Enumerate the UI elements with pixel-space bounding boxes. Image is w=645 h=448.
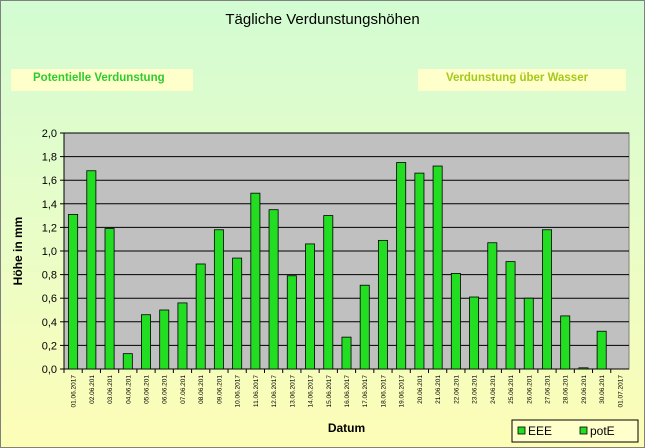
bar-potE <box>305 243 316 370</box>
legend-swatch <box>517 426 526 435</box>
bar-potE <box>469 296 480 370</box>
bar-potE <box>232 257 243 370</box>
x-tick-label: 29.06.201 <box>581 375 588 404</box>
x-tick-label: 08.06.201 <box>198 375 205 404</box>
bar-potE <box>523 297 534 370</box>
y-tick-label: 2,0 <box>42 128 57 140</box>
bar-potE <box>359 284 370 370</box>
x-tick-label: 15.06.2017 <box>326 375 333 408</box>
y-tick-label: 1,4 <box>42 199 57 211</box>
bar-potE <box>542 229 552 370</box>
x-tick-label: 18.06.2017 <box>380 375 387 408</box>
bar-potE <box>195 263 206 370</box>
bar-potE <box>432 165 443 370</box>
x-tick-label: 17.06.2017 <box>362 375 369 408</box>
y-tick-label: 0,6 <box>42 293 57 305</box>
bar-potE <box>377 239 388 370</box>
bar-potE <box>122 353 133 370</box>
potential-evaporation-caption: Potentielle Verdunstung <box>11 69 193 91</box>
legend-swatch <box>579 426 588 435</box>
bar-potE <box>104 228 115 370</box>
x-tick-label: 05.06.201 <box>144 375 151 404</box>
chart-title: Tägliche Verdunstungshöhen <box>225 11 420 28</box>
x-tick-label: 13.06.2017 <box>289 375 296 408</box>
x-axis-label: Datum <box>328 421 365 435</box>
y-tick-label: 0,8 <box>42 270 57 282</box>
x-tick-labels: 01.06.2017 02.06.201 03.06.201 04.06.201 05.… <box>63 369 624 408</box>
x-tick-label: 26.06.201 <box>526 375 533 404</box>
y-tick-label: 1,0 <box>42 246 57 258</box>
y-axis-label: Höhe in mm <box>11 217 25 286</box>
bar-potE <box>396 162 407 370</box>
bar-potE <box>250 192 261 370</box>
bar-potE <box>578 367 589 370</box>
y-tick-label: 0,4 <box>42 317 57 329</box>
bar-potE <box>414 172 425 370</box>
y-tick-label: 1,6 <box>42 175 57 187</box>
bar-potE <box>596 330 607 370</box>
water-evaporation-caption: Verdunstung über Wasser <box>418 69 626 91</box>
x-tick-label: 27.06.201 <box>544 375 551 404</box>
x-tick-label: 20.06.201 <box>417 375 424 404</box>
x-tick-label: 24.06.201 <box>490 375 497 404</box>
x-tick-label: 07.06.201 <box>180 375 187 404</box>
x-tick-label: 04.06.201 <box>125 375 132 404</box>
y-tick-label: 1,8 <box>42 152 57 164</box>
bar-potE <box>68 214 79 370</box>
x-tick-label: 22.06.201 <box>453 375 460 404</box>
bar-potE <box>341 336 352 370</box>
bar-potE <box>86 170 97 370</box>
x-tick-label: 03.06.201 <box>107 375 114 404</box>
x-tick-label: 02.06.201 <box>89 375 96 404</box>
bar-potE <box>560 315 571 370</box>
y-tick-label: 0,0 <box>42 364 57 376</box>
bar-potE <box>159 309 170 370</box>
x-tick-label: 01.07.2017 <box>617 375 624 408</box>
bar-potE <box>505 261 516 370</box>
bar-potE <box>213 229 224 370</box>
legend-label: potE <box>590 424 615 438</box>
y-tick-label: 0,2 <box>42 340 57 352</box>
bars <box>68 162 607 370</box>
x-tick-label: 25.06.201 <box>508 375 515 404</box>
bar-potE <box>323 215 334 370</box>
x-tick-label: 30.06.201 <box>599 375 606 404</box>
y-tick-label: 1,2 <box>42 222 57 234</box>
bar-potE <box>487 242 498 370</box>
y-tick-labels: 0,0 0,2 0,4 0,6 0,8 1,0 1,2 1,4 1,6 1,8 2,0 <box>42 128 57 376</box>
x-tick-label: 21.06.201 <box>435 375 442 404</box>
legend-box <box>511 419 639 443</box>
bar-potE <box>141 314 151 370</box>
x-tick-label: 28.06.201 <box>563 375 570 404</box>
x-tick-label: 09.06.201 <box>216 375 223 404</box>
x-tick-label: 10.06.2017 <box>235 375 242 408</box>
x-tick-label: 14.06.2017 <box>308 375 315 408</box>
x-tick-label: 01.06.2017 <box>71 375 78 408</box>
x-tick-label: 11.06.2017 <box>253 375 260 407</box>
legend: EEE potE <box>511 419 639 443</box>
x-tick-label: 19.06.2017 <box>399 375 406 408</box>
gridlines <box>60 132 629 370</box>
bar-potE <box>268 209 279 370</box>
bar-potE <box>286 275 297 370</box>
x-tick-label: 12.06.2017 <box>271 375 278 408</box>
legend-label: EEE <box>528 424 552 438</box>
x-tick-label: 16.06.2017 <box>344 375 351 408</box>
x-tick-label: 06.06.201 <box>162 375 169 404</box>
bar-potE <box>177 302 188 370</box>
bar-potE <box>450 273 461 370</box>
x-tick-label: 23.06.201 <box>472 375 479 404</box>
